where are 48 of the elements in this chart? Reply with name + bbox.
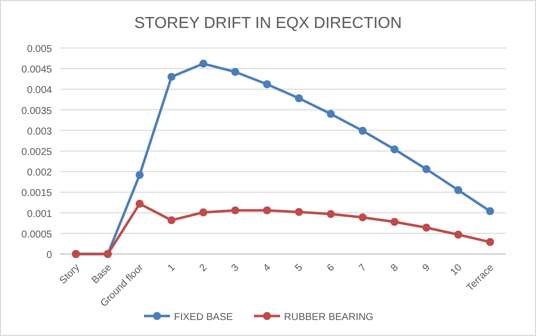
x-tick-label: 10: [448, 262, 465, 278]
point: [390, 218, 398, 226]
y-tick-label: 0.0015: [21, 188, 52, 200]
x-tick-label: 8: [388, 262, 401, 274]
y-tick-label: 0.0035: [21, 106, 52, 117]
point: [294, 208, 303, 216]
x-tick-label: 6: [325, 262, 338, 274]
point: [294, 94, 303, 102]
point: [199, 208, 208, 216]
x-tick-label: 7: [357, 262, 370, 274]
y-tick-label: 0: [46, 250, 52, 261]
point: [454, 186, 462, 194]
y-tick-label: 0.0045: [21, 64, 52, 76]
chart-title: STOREY DRIFT IN EQX DIRECTION: [134, 15, 402, 32]
y-tick-label: 0.0025: [21, 147, 52, 158]
point: [358, 213, 367, 222]
point: [136, 170, 144, 179]
point: [486, 207, 494, 216]
point: [326, 210, 335, 218]
x-tick-label: 1: [166, 262, 178, 274]
y-tick-label: 0.002: [26, 168, 52, 179]
point: [486, 238, 494, 246]
y-tick-label: 0.005: [26, 44, 52, 55]
point: [358, 126, 367, 135]
y-tick-label: 0.001: [26, 208, 52, 220]
point: [326, 110, 335, 118]
point: [263, 80, 272, 88]
x-tick-label: 5: [293, 262, 306, 274]
legend-label: FIXED BASE: [174, 312, 234, 323]
x-tick-label: 4: [261, 262, 274, 274]
point: [168, 216, 176, 224]
point: [422, 224, 430, 232]
point: [454, 230, 462, 239]
point: [422, 165, 430, 174]
y-tick-label: 0.0005: [21, 229, 52, 240]
point: [199, 60, 208, 68]
point: [136, 200, 144, 208]
y-tick-label: 0.003: [26, 126, 52, 138]
point: [390, 145, 398, 154]
point: [231, 206, 240, 214]
y-tick-label: 0.004: [26, 85, 52, 96]
x-tick-label: 3: [230, 262, 242, 274]
point: [168, 72, 176, 81]
point: [231, 68, 240, 76]
x-tick-label: 2: [198, 262, 210, 274]
point: [263, 206, 272, 214]
x-tick-label: 9: [420, 262, 433, 274]
legend-label: RUBBER BEARING: [284, 312, 374, 323]
